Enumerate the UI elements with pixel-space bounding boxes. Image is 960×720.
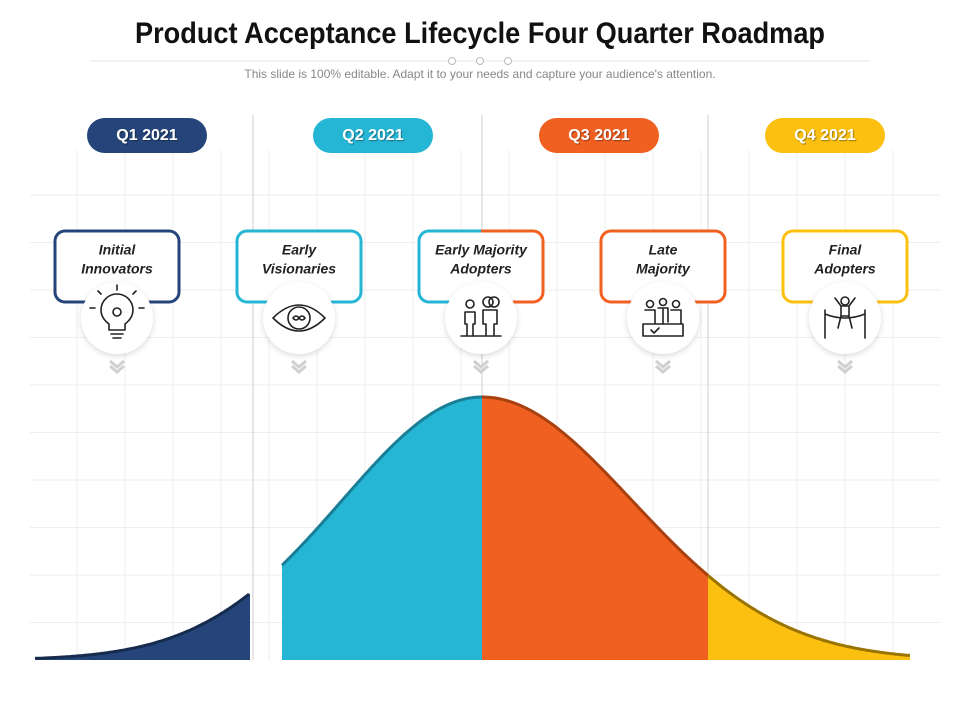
quarter-label: Q4 2021 bbox=[794, 127, 855, 144]
stage-icon bbox=[89, 284, 145, 339]
bell-curve bbox=[34, 395, 911, 660]
curve-edge bbox=[34, 593, 250, 660]
quarter-label: Q2 2021 bbox=[342, 127, 403, 144]
chevron bbox=[655, 359, 671, 374]
stage-label: Early Majority bbox=[435, 242, 528, 258]
stage-icon bbox=[824, 296, 866, 339]
quarter-pill bbox=[539, 118, 659, 153]
stage-border-right bbox=[481, 229, 545, 304]
quarter-pill bbox=[765, 118, 885, 153]
chevron bbox=[837, 359, 853, 374]
stage-label: Early bbox=[282, 242, 317, 258]
stage-border-left bbox=[417, 229, 481, 304]
quarter-label: Q1 2021 bbox=[116, 127, 177, 144]
icon-circle bbox=[445, 282, 517, 354]
chevron bbox=[291, 359, 307, 374]
stage-label: Majority bbox=[636, 261, 691, 277]
quarter-pill bbox=[313, 118, 433, 153]
chevron bbox=[473, 359, 489, 374]
stage-label: Visionaries bbox=[262, 261, 336, 277]
subtitle: This slide is 100% editable. Adapt it to… bbox=[244, 67, 715, 81]
quarter-pill bbox=[87, 118, 207, 153]
curve-edge bbox=[280, 395, 482, 567]
curve-edge bbox=[482, 395, 709, 577]
stage-label: Adopters bbox=[813, 261, 876, 277]
stage-label: Final bbox=[829, 242, 863, 258]
divider-dots bbox=[448, 57, 512, 65]
stage-label: Late bbox=[649, 242, 678, 258]
stage-icon bbox=[272, 304, 326, 332]
curve-segment bbox=[282, 397, 482, 660]
stage-box bbox=[419, 231, 543, 302]
curve-segment bbox=[708, 575, 910, 660]
icon-circle bbox=[81, 282, 153, 354]
stage-label: Adopters bbox=[449, 261, 512, 277]
stage-label: Initial bbox=[99, 242, 137, 258]
stage-icon bbox=[642, 297, 684, 337]
curve-segment bbox=[482, 397, 708, 660]
stage-label: Innovators bbox=[81, 261, 153, 277]
chevron bbox=[109, 359, 125, 374]
curve-segment bbox=[35, 593, 250, 660]
curve-edge bbox=[707, 574, 911, 657]
quarter-label: Q3 2021 bbox=[568, 127, 629, 144]
stage-icon bbox=[460, 296, 502, 337]
title: Product Acceptance Lifecycle Four Quarte… bbox=[135, 17, 825, 50]
